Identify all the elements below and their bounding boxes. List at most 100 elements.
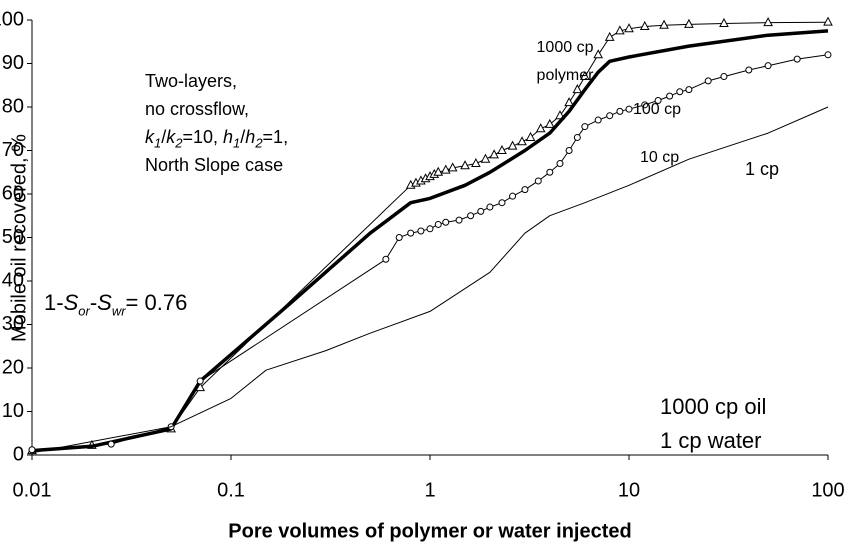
circle-marker bbox=[824, 51, 832, 59]
series-label: 1000 cp polymer bbox=[536, 39, 594, 84]
circle-marker bbox=[521, 186, 529, 194]
text-run: = 0.76 bbox=[125, 290, 188, 315]
circle-marker bbox=[625, 105, 633, 113]
circle-marker bbox=[581, 123, 589, 131]
triangle-marker bbox=[823, 16, 833, 26]
triangle-marker bbox=[507, 140, 518, 150]
circle-marker bbox=[486, 203, 494, 211]
text-run: - bbox=[89, 290, 98, 315]
triangle-marker bbox=[719, 17, 729, 27]
circle-marker bbox=[498, 199, 506, 207]
text-run: k bbox=[166, 127, 176, 147]
text-run: Two-layers, bbox=[145, 71, 238, 91]
annotation: no crossflow, bbox=[145, 96, 249, 122]
x-tick-label: 1 bbox=[424, 479, 435, 501]
text-run: / bbox=[161, 127, 167, 147]
circle-marker bbox=[606, 112, 614, 120]
circle-marker bbox=[616, 107, 624, 115]
circle-marker bbox=[509, 192, 517, 200]
annotation: North Slope case bbox=[145, 152, 283, 178]
x-tick-label: 100 bbox=[811, 479, 844, 501]
text-run: 2 bbox=[175, 135, 183, 151]
triangle-marker bbox=[535, 123, 546, 133]
y-tick-label: 70 bbox=[2, 139, 24, 161]
series-label: 10 cp bbox=[640, 149, 680, 166]
fluid-note: 1 cp water bbox=[660, 428, 762, 453]
text-run: 2 bbox=[255, 135, 263, 151]
circle-marker bbox=[382, 255, 390, 263]
triangle-marker bbox=[517, 136, 527, 146]
text-run: =10, bbox=[182, 127, 224, 147]
text-run: S bbox=[63, 290, 79, 315]
text-run: 1 bbox=[154, 135, 162, 151]
y-tick-label: 50 bbox=[2, 226, 24, 248]
annotation: Two-layers, bbox=[145, 68, 237, 94]
text-run: h bbox=[245, 127, 256, 147]
text-run: 1 bbox=[233, 135, 241, 151]
triangle-marker bbox=[604, 31, 615, 41]
fluid-note: 1000 cp oil bbox=[660, 394, 767, 419]
triangle-marker bbox=[447, 162, 458, 172]
circle-marker bbox=[573, 133, 581, 141]
circle-marker bbox=[534, 177, 542, 185]
circle-marker bbox=[426, 225, 434, 233]
triangle-marker bbox=[489, 149, 499, 159]
y-tick-label: 30 bbox=[2, 313, 24, 335]
text-run: =1, bbox=[262, 127, 289, 147]
triangle-marker bbox=[593, 49, 604, 59]
triangle-marker bbox=[659, 19, 669, 29]
circle-marker bbox=[745, 66, 753, 74]
circle-marker bbox=[654, 96, 662, 104]
triangle-marker bbox=[471, 157, 481, 168]
text-run: h bbox=[223, 127, 234, 147]
circle-marker bbox=[546, 168, 554, 176]
triangle-marker bbox=[572, 84, 583, 94]
circle-marker bbox=[107, 440, 115, 448]
triangle-marker bbox=[564, 97, 574, 107]
x-tick-label: 10 bbox=[618, 479, 640, 501]
triangle-marker bbox=[460, 160, 470, 170]
circle-marker bbox=[556, 160, 564, 168]
circle-marker bbox=[720, 73, 728, 81]
y-tick-label: 100 bbox=[0, 8, 24, 30]
y-tick-label: 40 bbox=[2, 269, 24, 291]
x-tick-label: 0.01 bbox=[13, 479, 52, 501]
triangle-marker bbox=[480, 153, 491, 163]
circle-marker bbox=[467, 212, 475, 220]
y-tick-label: 80 bbox=[2, 95, 24, 117]
circle-marker bbox=[764, 62, 772, 70]
y-tick-label: 60 bbox=[2, 182, 24, 204]
circle-marker bbox=[641, 101, 649, 109]
circle-marker bbox=[196, 377, 204, 385]
circle-marker bbox=[793, 55, 801, 63]
series-label: 100 cp bbox=[633, 101, 682, 118]
triangle-marker bbox=[763, 17, 773, 27]
circle-marker bbox=[395, 234, 403, 241]
saturation-note: 1-Sor-Swr= 0.76 bbox=[44, 290, 187, 324]
y-tick-label: 20 bbox=[2, 356, 24, 378]
circle-marker bbox=[666, 92, 674, 100]
circle-marker bbox=[704, 77, 712, 85]
triangle-marker bbox=[580, 70, 590, 81]
text-run: k bbox=[145, 127, 154, 147]
text-run: or bbox=[78, 303, 90, 319]
circle-marker bbox=[565, 147, 573, 154]
series-label: 1 cp bbox=[745, 159, 780, 179]
circle-marker bbox=[28, 446, 36, 454]
circle-marker bbox=[417, 227, 425, 235]
circle-marker bbox=[676, 88, 684, 96]
series-line bbox=[31, 106, 829, 454]
circle-marker bbox=[407, 229, 415, 237]
triangle-marker bbox=[615, 25, 625, 35]
text-run: wr bbox=[111, 303, 126, 319]
circle-marker bbox=[434, 220, 442, 228]
annotation: k1/k2=10, h1/h2=1, bbox=[145, 124, 288, 157]
y-tick-label: 0 bbox=[13, 443, 24, 465]
circle-marker bbox=[685, 86, 693, 94]
y-tick-label: 10 bbox=[2, 400, 24, 422]
triangle-marker bbox=[684, 18, 694, 28]
circle-marker bbox=[477, 207, 485, 215]
y-axis-label: Mobile oil recovered, % bbox=[8, 134, 30, 342]
